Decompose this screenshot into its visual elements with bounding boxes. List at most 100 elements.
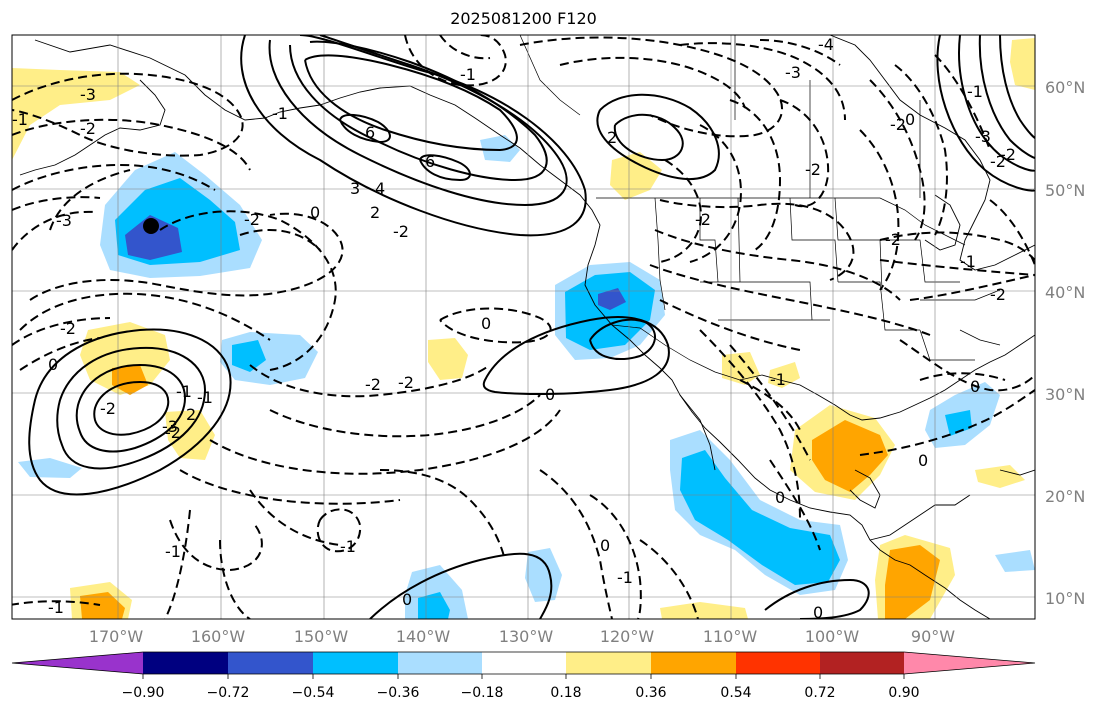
positive-contours: [28, 35, 1035, 619]
contour-label: -2: [1000, 145, 1016, 164]
contour-label: -2: [990, 285, 1006, 304]
lon-label-140w: 140°W: [396, 627, 451, 646]
lat-label-30n: 30°N: [1045, 385, 1085, 404]
contour-label: -1: [340, 537, 356, 556]
colorbar-segment: [313, 652, 399, 674]
contour-label: 0: [905, 110, 915, 129]
contour-label: -2: [990, 152, 1006, 171]
lat-label-40n: 40°N: [1045, 283, 1085, 302]
contour-label: -3: [975, 127, 991, 146]
contour-label: -2: [100, 399, 116, 418]
contour-label: -1: [967, 82, 983, 101]
contour-label: 2: [370, 203, 380, 222]
contour-label: -4: [818, 35, 834, 54]
colorbar: −0.90 −0.72 −0.54 −0.36 −0.18 0.18 0.36 …: [11, 651, 1036, 701]
contour-label: 0: [918, 451, 928, 470]
colorbar-ticks: [142, 674, 905, 679]
contour-label: -2: [60, 319, 76, 338]
contour-label: -2: [365, 375, 381, 394]
contour-label: -1: [460, 65, 476, 84]
lon-label-90w: 90°W: [911, 627, 955, 646]
contour-label: -2: [398, 373, 414, 392]
contour-label: -1: [617, 568, 633, 587]
contour-label: -1: [197, 388, 213, 407]
contour-label: 2: [186, 405, 196, 424]
lon-label-120w: 120°W: [600, 627, 655, 646]
contour-label: -2: [165, 423, 181, 442]
contour-label: -1: [770, 370, 786, 389]
contour-label: -1: [272, 104, 288, 123]
colorbar-tick-label: −0.18: [461, 685, 504, 701]
contour-label: -2: [805, 160, 821, 179]
contour-label: 2: [607, 128, 617, 147]
lat-label-60n: 60°N: [1045, 78, 1085, 97]
lon-label-160w: 160°W: [191, 627, 246, 646]
map-content: -3 -2 -1 -2 -3 -2 -1 0 -2 -3 -4 -3 6 6 3…: [12, 35, 1035, 622]
contour-label: -1: [960, 252, 976, 271]
map-title: 2025081200 F120: [450, 9, 597, 28]
colorbar-tick-labels: −0.90 −0.72 −0.54 −0.36 −0.18 0.18 0.36 …: [122, 685, 920, 701]
contour-label: 3: [350, 179, 360, 198]
contour-label: -2: [244, 210, 260, 229]
contour-label: -3: [162, 417, 178, 436]
colorbar-segment: [143, 652, 229, 674]
negative-contours: [12, 35, 1035, 619]
contour-label: 6: [425, 152, 435, 171]
lon-label-150w: 150°W: [294, 627, 349, 646]
contour-label: 0: [310, 203, 320, 222]
lon-labels: 170°W 160°W 150°W 140°W 130°W 120°W 110°…: [89, 627, 955, 646]
contour-label: -2: [885, 230, 901, 249]
colorbar-tick-label: 0.18: [550, 685, 581, 701]
colorbar-segment: [482, 652, 567, 674]
lat-label-20n: 20°N: [1045, 487, 1085, 506]
contour-label: 0: [775, 488, 785, 507]
colorbar-tick-label: −0.72: [207, 685, 250, 701]
lat-label-10n: 10°N: [1045, 589, 1085, 608]
contour-label: 6: [365, 123, 375, 142]
colorbar-tick-label: −0.90: [122, 685, 165, 701]
contour-label: -2: [695, 210, 711, 229]
colorbar-extend-left: [12, 652, 143, 674]
contour-label: -3: [56, 211, 72, 230]
contour-label: -1: [48, 598, 64, 617]
colorbar-segment: [398, 652, 482, 674]
lon-label-130w: 130°W: [499, 627, 554, 646]
colorbar-tick-label: −0.36: [377, 685, 420, 701]
lat-label-50n: 50°N: [1045, 181, 1085, 200]
colorbar-segment: [566, 652, 652, 674]
contour-label: -3: [785, 63, 801, 82]
contour-label: -3: [80, 85, 96, 104]
colorbar-tick-label: −0.54: [292, 685, 335, 701]
contour-label: 0: [545, 385, 555, 404]
lon-label-170w: 170°W: [89, 627, 144, 646]
lon-label-110w: 110°W: [703, 627, 758, 646]
map-background: [12, 35, 1035, 619]
contour-label: 0: [402, 590, 412, 609]
graticule: [12, 35, 1035, 619]
contour-label: -2: [80, 119, 96, 138]
colorbar-segment: [736, 652, 820, 674]
contour-labels: -3 -2 -1 -2 -3 -2 -1 0 -2 -3 -4 -3 6 6 3…: [12, 35, 1016, 622]
contour-label: -1: [165, 542, 181, 561]
contour-label: -2: [393, 222, 409, 241]
contour-label: 0: [970, 377, 980, 396]
colorbar-tick-label: 0.90: [888, 685, 919, 701]
map-frame: [11, 34, 1036, 620]
lon-label-100w: 100°W: [805, 627, 860, 646]
colorbar-tick-label: 0.72: [804, 685, 835, 701]
colorbar-segment: [228, 652, 314, 674]
contour-label: 0: [48, 355, 58, 374]
contour-label: 0: [481, 314, 491, 333]
contour-label: -1: [12, 110, 28, 129]
colorbar-extend-right: [904, 652, 1035, 674]
storm-marker-dot: [143, 218, 159, 234]
contour-label: 4: [375, 179, 385, 198]
lat-labels: 60°N 50°N 40°N 30°N 20°N 10°N: [1045, 78, 1085, 608]
contour-label: -2: [890, 115, 906, 134]
contour-label: 0: [600, 536, 610, 555]
contour-label: -1: [176, 382, 192, 401]
colorbar-segment: [651, 652, 737, 674]
contour-label: 0: [813, 603, 823, 622]
colorbar-tick-label: 0.54: [720, 685, 751, 701]
